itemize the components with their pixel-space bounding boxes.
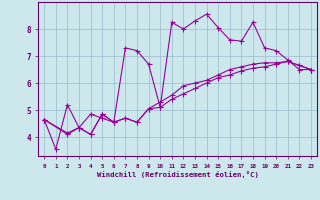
X-axis label: Windchill (Refroidissement éolien,°C): Windchill (Refroidissement éolien,°C) xyxy=(97,171,259,178)
